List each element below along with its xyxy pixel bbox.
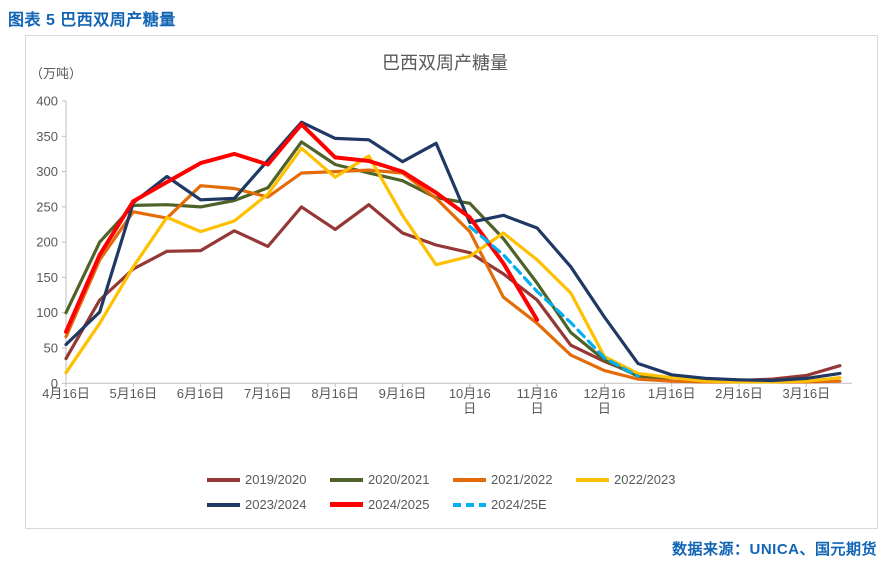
legend-item-2020-2021: 2020/2021 <box>330 472 429 487</box>
legend-item-2023-2024: 2023/2024 <box>207 497 306 512</box>
y-axis-tick-label: 300 <box>36 164 58 179</box>
legend-swatch-2023-2024 <box>207 502 240 507</box>
chart-legend: 2019/2020 2020/2021 2021/2022 2022/2023 2023… <box>207 472 727 522</box>
legend-swatch-2019-2020 <box>207 477 240 482</box>
x-axis-tick-label: 2月16日 <box>715 386 763 401</box>
x-axis-tick-label: 6月16日 <box>177 386 225 401</box>
data-source-note: 数据来源：UNICA、国元期货 <box>672 541 877 558</box>
series-line-2024-2025 <box>64 122 540 334</box>
y-axis-tick-label: 400 <box>36 93 58 108</box>
legend-item-2024-25E: 2024/25E <box>453 497 547 512</box>
legend-item-2021-2022: 2021/2022 <box>453 472 552 487</box>
y-axis-tick-label: 200 <box>36 235 58 250</box>
legend-item-2022-2023: 2022/2023 <box>576 472 675 487</box>
y-axis-tick-label: 150 <box>36 270 58 285</box>
y-axis-tick-label: 50 <box>44 341 58 356</box>
x-axis-tick-label: 3月16日 <box>782 386 830 401</box>
legend-label: 2024/25E <box>491 497 547 512</box>
legend-swatch-2024-2025 <box>330 502 363 507</box>
line-chart: 巴西双周产糖量 （万吨） 0 50 100 150 200 250 300 350 400 4月16日… <box>30 53 852 416</box>
series-line-2019-2020 <box>64 203 842 383</box>
x-axis-tick-label: 12月16 日 <box>583 386 625 416</box>
x-axis-tick-label: 11月16 日 <box>517 386 558 416</box>
series-line-2023-2024 <box>64 120 842 383</box>
series-line-2024-25E <box>468 225 640 378</box>
x-axis-tick-label: 9月16日 <box>379 386 427 401</box>
legend-row: 2019/2020 2020/2021 2021/2022 2022/2023 <box>207 472 727 497</box>
legend-label: 2019/2020 <box>245 472 307 487</box>
legend-swatch-2022-2023 <box>576 477 609 482</box>
page-title: 图表 5 巴西双周产糖量 <box>8 12 176 29</box>
legend-swatch-2024-25E <box>453 502 486 507</box>
x-axis-tick-label: 4月16日 <box>42 386 90 401</box>
y-axis-tick-label: 0 <box>51 376 58 391</box>
x-axis-tick-label: 1月16日 <box>648 386 696 401</box>
legend-label: 2021/2022 <box>491 472 553 487</box>
legend-label: 2022/2023 <box>614 472 676 487</box>
legend-swatch-2020-2021 <box>330 477 363 482</box>
legend-swatch-2021-2022 <box>453 477 486 482</box>
x-axis-tick-label: 7月16日 <box>244 386 292 401</box>
legend-label: 2023/2024 <box>245 497 307 512</box>
x-axis-tick-label: 10月16 日 <box>449 386 491 416</box>
chart-title: 巴西双周产糖量 <box>382 53 508 73</box>
y-axis-tick-label: 250 <box>36 199 58 214</box>
legend-label: 2024/2025 <box>368 497 430 512</box>
x-axis-tick-label: 8月16日 <box>311 386 359 401</box>
y-axis-unit-label: （万吨） <box>30 66 82 81</box>
legend-item-2024-2025: 2024/2025 <box>330 497 429 512</box>
chart-area: 巴西双周产糖量 （万吨） 0 50 100 150 200 250 300 350 400 4月16日… <box>25 35 878 529</box>
series-line-2020-2021 <box>64 140 674 383</box>
series-line-2022-2023 <box>64 146 842 384</box>
y-axis-tick-label: 350 <box>36 129 58 144</box>
legend-item-2019-2020: 2019/2020 <box>207 472 306 487</box>
x-axis-tick-label: 5月16日 <box>109 386 157 401</box>
legend-row: 2023/2024 2024/2025 2024/25E <box>207 497 727 522</box>
y-axis-tick-label: 100 <box>36 305 58 320</box>
legend-label: 2020/2021 <box>368 472 430 487</box>
